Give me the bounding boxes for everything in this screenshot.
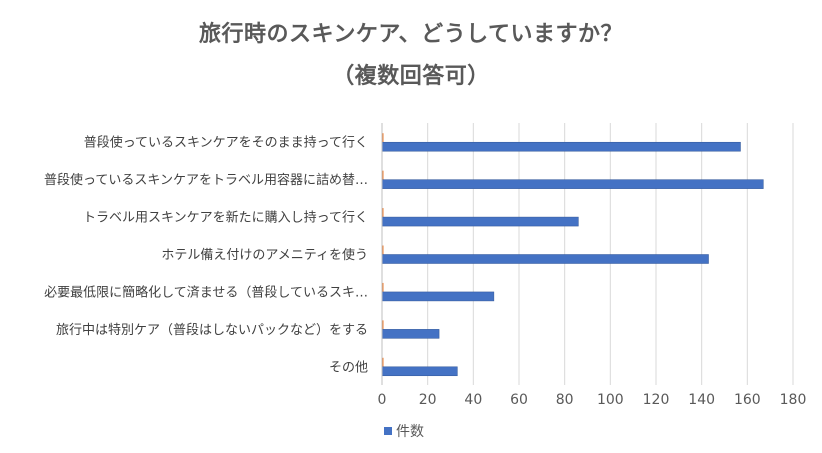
bar-count <box>381 254 709 264</box>
bar-count <box>381 329 440 339</box>
bar-series2 <box>382 357 384 367</box>
bar-count <box>381 216 579 227</box>
x-tick-label: 40 <box>464 392 482 408</box>
bar-series2 <box>382 133 384 143</box>
x-tick-label: 100 <box>597 392 624 408</box>
bar-count <box>381 291 495 302</box>
x-tick-label: 140 <box>688 392 715 408</box>
x-tick-label: 60 <box>510 392 528 408</box>
legend-label: 件数 <box>396 424 424 440</box>
category-label: 旅行中は特別ケア（普段はしないパックなど）をする <box>56 323 368 338</box>
bar-count <box>381 366 458 377</box>
x-tick-label: 0 <box>378 392 387 408</box>
bar-count <box>381 179 764 189</box>
x-tick-label: 160 <box>734 392 761 408</box>
bar-series2 <box>382 320 384 330</box>
chart-title: 旅行時のスキンケア、どうしていますか？ <box>199 21 623 47</box>
category-label: ホテル備え付けのアメニティを使う <box>161 247 368 263</box>
bar-series2 <box>382 282 384 292</box>
bar-series2 <box>382 170 384 180</box>
x-tick-label: 180 <box>780 392 807 408</box>
category-label: 普段使っているスキンケアをトラベル用容器に詰め替… <box>44 172 368 188</box>
chart-subtitle: （複数回答可） <box>332 63 490 89</box>
category-label: 必要最低限に簡略化して済ませる（普段しているスキ… <box>44 284 368 300</box>
category-label: 普段使っているスキンケアをそのまま持って行く <box>84 135 368 151</box>
legend-swatch <box>384 427 392 435</box>
bar-series2 <box>382 245 384 255</box>
x-tick-label: 120 <box>643 392 670 408</box>
category-label: その他 <box>329 360 368 375</box>
bar-series2 <box>382 208 384 218</box>
category-label: トラベル用スキンケアを新たに購入し持って行く <box>83 210 368 226</box>
x-tick-label: 80 <box>556 392 574 408</box>
x-tick-label: 20 <box>419 392 437 408</box>
bar-count <box>381 141 741 152</box>
